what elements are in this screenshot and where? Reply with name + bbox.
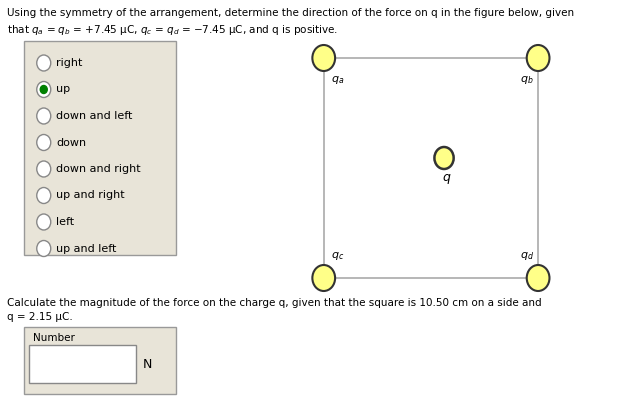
Circle shape — [37, 214, 51, 230]
Text: that $q_a$ = $q_b$ = +7.45 μC, $q_c$ = $q_d$ = −7.45 μC, and q is positive.: that $q_a$ = $q_b$ = +7.45 μC, $q_c$ = $… — [7, 23, 338, 37]
Text: Using the symmetry of the arrangement, determine the direction of the force on q: Using the symmetry of the arrangement, d… — [7, 8, 574, 18]
Circle shape — [40, 85, 47, 94]
Circle shape — [527, 45, 550, 71]
Circle shape — [527, 265, 550, 291]
Text: Calculate the magnitude of the force on the charge q, given that the square is 1: Calculate the magnitude of the force on … — [7, 298, 541, 308]
Circle shape — [37, 108, 51, 124]
Circle shape — [37, 161, 51, 177]
Circle shape — [312, 265, 335, 291]
Text: up: up — [56, 85, 70, 94]
Circle shape — [37, 81, 51, 98]
Text: left: left — [56, 217, 74, 227]
Text: $q_c$: $q_c$ — [331, 250, 344, 262]
Text: up and right: up and right — [56, 190, 125, 201]
Text: down: down — [56, 138, 86, 147]
Text: $q_a$: $q_a$ — [331, 74, 344, 86]
Text: $q_b$: $q_b$ — [520, 74, 534, 86]
Text: q = 2.15 μC.: q = 2.15 μC. — [7, 312, 73, 322]
FancyBboxPatch shape — [29, 345, 136, 383]
Circle shape — [37, 241, 51, 256]
Text: down and right: down and right — [56, 164, 141, 174]
Circle shape — [37, 134, 51, 151]
Text: $q_d$: $q_d$ — [520, 250, 534, 262]
Text: down and left: down and left — [56, 111, 132, 121]
Text: up and left: up and left — [56, 243, 117, 254]
Circle shape — [434, 147, 454, 169]
Circle shape — [37, 188, 51, 204]
FancyBboxPatch shape — [24, 327, 176, 394]
Text: $q$: $q$ — [442, 172, 452, 186]
FancyBboxPatch shape — [24, 41, 176, 255]
Text: Number: Number — [33, 333, 75, 343]
Text: right: right — [56, 58, 82, 68]
Circle shape — [312, 45, 335, 71]
Text: N: N — [143, 357, 152, 370]
Circle shape — [37, 55, 51, 71]
